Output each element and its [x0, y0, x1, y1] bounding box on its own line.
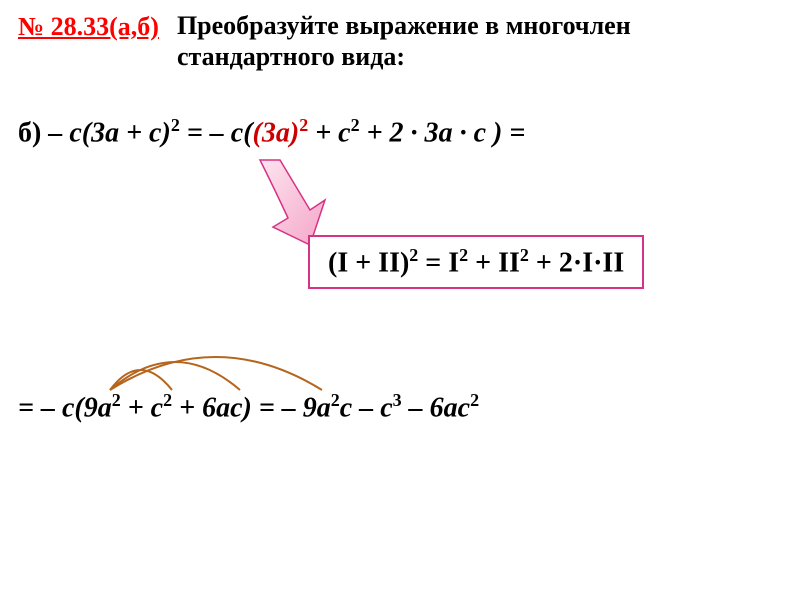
lhs-pre: – c(3	[48, 117, 105, 148]
l2-rmid3: c	[458, 392, 470, 423]
l2-mid1: + c	[121, 392, 163, 423]
distribution-arcs	[60, 342, 400, 392]
l2-rexp2: 3	[393, 390, 402, 410]
rhs-pre: – c(	[203, 117, 253, 148]
rhs-red-close: )	[290, 117, 299, 148]
rhs-red-a: a	[276, 117, 290, 148]
formula-t1: (I + II)	[328, 247, 409, 278]
l2-a2: a	[216, 392, 230, 423]
rhs-red-open: (3	[253, 117, 276, 148]
formula-e3: 2	[520, 245, 529, 265]
l2-ra1: a	[317, 392, 331, 423]
l2-rexp3: 2	[470, 390, 479, 410]
l2-mid2: + 6	[172, 392, 216, 423]
l2-a1: a	[98, 392, 112, 423]
rhs-exp2: 2	[351, 115, 360, 135]
l2-eq: = – c(9	[18, 392, 98, 423]
l2-mid3: c) =	[230, 392, 275, 423]
header: № 28.33(а,б) Преобразуйте выражение в мн…	[0, 0, 800, 72]
problem-number: № 28.33(а,б)	[18, 10, 159, 42]
formula-t2: = I	[418, 247, 459, 278]
l2-exp1: 2	[112, 390, 121, 410]
lhs-post: + c)	[119, 117, 171, 148]
formula-box: (I + II)2 = I2 + II2 + 2·I·II	[308, 235, 644, 289]
title-line2: стандартного вида:	[177, 42, 405, 71]
l2-rmid2: – 6	[402, 392, 444, 423]
l2-rmid1: c – c	[340, 392, 393, 423]
title: Преобразуйте выражение в многочлен станд…	[177, 10, 631, 72]
formula-t4: + 2·I·II	[529, 247, 624, 278]
l2-rexp1: 2	[331, 390, 340, 410]
formula-t3: + II	[468, 247, 520, 278]
rhs-mid2: + 2 · 3	[360, 117, 439, 148]
l2-exp2: 2	[163, 390, 172, 410]
equation-line-2: = – c(9a2 + c2 + 6ac) = – 9a2c – c3 – 6a…	[18, 390, 479, 424]
rhs-exp1: 2	[299, 115, 308, 135]
formula-e2: 2	[459, 245, 468, 265]
rhs-a2: a	[439, 117, 453, 148]
rhs-mid: + c	[308, 117, 350, 148]
rhs-close: ) =	[493, 117, 525, 148]
title-line1: Преобразуйте выражение в многочлен	[177, 11, 631, 40]
l2-ra2: a	[444, 392, 458, 423]
equation-line-1: б) – c(3a + c)2 = – c((3a)2 + c2 + 2 · 3…	[18, 115, 525, 149]
lhs-a: a	[105, 117, 119, 148]
part-label: б)	[18, 117, 41, 148]
rhs-mid3: · c	[453, 117, 493, 148]
formula-e1: 2	[409, 245, 418, 265]
lhs-exp: 2	[171, 115, 180, 135]
eq1: =	[180, 117, 203, 148]
l2-rpre: – 9	[275, 392, 317, 423]
